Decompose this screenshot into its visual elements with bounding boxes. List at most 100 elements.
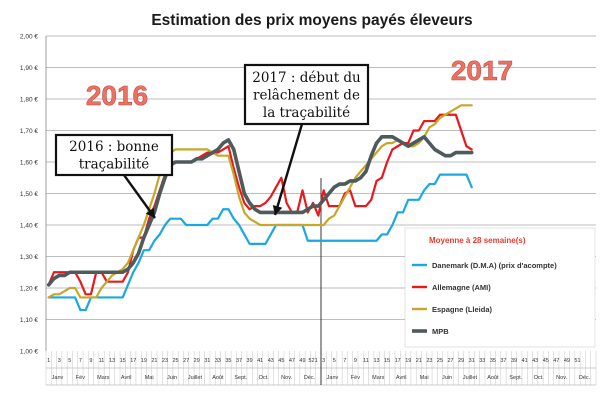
year-label: 2016 bbox=[86, 80, 148, 111]
annotation-text: relâchement de bbox=[253, 87, 360, 103]
annotation-text: traçabilité bbox=[79, 157, 150, 173]
x-week-label: 31 bbox=[469, 358, 475, 364]
x-week-label: 3 bbox=[322, 358, 325, 364]
x-week-label: 35 bbox=[225, 358, 231, 364]
x-week-label: 9 bbox=[354, 358, 357, 364]
x-week-label: 23 bbox=[162, 358, 168, 364]
x-month-label: Janv bbox=[52, 375, 64, 381]
x-week-label: 33 bbox=[479, 358, 485, 364]
y-tick-label: 1,30 € bbox=[20, 254, 38, 261]
x-month-label: Sept. bbox=[509, 375, 522, 381]
x-week-label: 17 bbox=[395, 358, 401, 364]
x-week-label: 29 bbox=[194, 358, 200, 364]
legend-label: Espagne (Lleida) bbox=[432, 305, 493, 314]
annotation: 2016 : bonne traçabilité bbox=[54, 133, 174, 219]
annotation-box bbox=[243, 63, 370, 126]
y-tick-label: 1,40 € bbox=[20, 223, 38, 230]
legend-label: Allemagne (AMI) bbox=[432, 283, 491, 292]
x-week-label: 7 bbox=[343, 358, 346, 364]
x-week-label: 25 bbox=[437, 358, 443, 364]
x-week-label: 49 bbox=[564, 358, 570, 364]
x-month-label: Nov. bbox=[556, 375, 567, 381]
x-week-label: 49 bbox=[299, 358, 305, 364]
y-tick-label: 1,90 € bbox=[20, 65, 38, 72]
x-week-label: 21 bbox=[151, 358, 157, 364]
x-week-label: 5 bbox=[68, 358, 71, 364]
x-week-label: 51 bbox=[574, 358, 580, 364]
x-week-label: 19 bbox=[141, 358, 147, 364]
x-week-label: 23 bbox=[426, 358, 432, 364]
annotation-box bbox=[54, 133, 174, 177]
x-week-label: 33 bbox=[215, 358, 221, 364]
y-tick-label: 1,00 € bbox=[20, 349, 38, 356]
x-month-label: Avril bbox=[396, 375, 407, 381]
x-week-label: 521 bbox=[308, 358, 317, 364]
x-week-label: 35 bbox=[490, 358, 496, 364]
x-month-label: Juin bbox=[167, 375, 177, 381]
y-tick-label: 1,20 € bbox=[20, 286, 38, 293]
legend-label: Danemark (D.M.A) (prix d'acompte) bbox=[432, 261, 557, 270]
x-week-label: 25 bbox=[173, 358, 179, 364]
legend-title: Moyenne à 28 semaine(s) bbox=[429, 236, 526, 245]
x-month-label: Avril bbox=[121, 375, 132, 381]
x-week-label: 17 bbox=[130, 358, 136, 364]
x-week-label: 11 bbox=[99, 358, 105, 364]
x-week-label: 41 bbox=[522, 358, 528, 364]
annotation-arrow bbox=[273, 123, 304, 216]
x-month-label: Août bbox=[487, 375, 499, 381]
legend-box bbox=[404, 227, 596, 348]
annotation-arrowhead bbox=[272, 204, 283, 215]
x-month-label: Août bbox=[212, 375, 224, 381]
x-week-label: 37 bbox=[236, 358, 242, 364]
y-tick-label: 1,80 € bbox=[20, 97, 38, 104]
series-line bbox=[47, 173, 473, 312]
x-week-label: 13 bbox=[373, 358, 379, 364]
x-month-label: Juillet bbox=[188, 375, 203, 381]
x-week-label: 41 bbox=[257, 358, 263, 364]
x-month-label: Fév bbox=[351, 375, 360, 381]
x-week-label: 5 bbox=[333, 358, 336, 364]
x-month-label: Sept. bbox=[234, 375, 247, 381]
x-week-label: 45 bbox=[278, 358, 284, 364]
x-month-label: Oct. bbox=[534, 375, 545, 381]
x-week-label: 27 bbox=[183, 358, 189, 364]
x-month-label: Mars bbox=[97, 375, 109, 381]
x-week-label: 39 bbox=[247, 358, 253, 364]
x-week-label: 7 bbox=[79, 358, 82, 364]
series-line bbox=[46, 135, 474, 287]
x-month-label: Mai bbox=[420, 375, 429, 381]
x-month-label: Fév bbox=[76, 375, 85, 381]
x-month-label: Mai bbox=[145, 375, 154, 381]
x-week-label: 29 bbox=[458, 358, 464, 364]
x-week-label: 3 bbox=[58, 358, 61, 364]
x-week-label: 13 bbox=[109, 358, 115, 364]
x-month-label: Nov. bbox=[281, 375, 292, 381]
x-week-label: 19 bbox=[405, 358, 411, 364]
year-label: 2017 bbox=[451, 55, 513, 86]
x-week-label: 11 bbox=[363, 358, 369, 364]
legend-label: MPB bbox=[432, 327, 449, 336]
x-week-label: 27 bbox=[448, 358, 454, 364]
x-week-label: 43 bbox=[532, 358, 538, 364]
y-tick-label: 1,10 € bbox=[20, 317, 38, 324]
x-week-label: 1 bbox=[47, 358, 50, 364]
y-tick-label: 2,00 € bbox=[20, 34, 38, 41]
x-month-label: Déc. bbox=[579, 375, 591, 381]
x-week-label: 39 bbox=[511, 358, 517, 364]
chart-title: Estimation des prix moyens payés éleveur… bbox=[151, 12, 472, 29]
series-line bbox=[47, 113, 473, 296]
x-week-label: 9 bbox=[89, 358, 92, 364]
x-month-label: Juin bbox=[442, 375, 452, 381]
x-week-label: 43 bbox=[268, 358, 274, 364]
annotation-text: 2017 : début du bbox=[252, 70, 361, 86]
y-tick-label: 1,60 € bbox=[20, 160, 38, 167]
x-week-label: 31 bbox=[204, 358, 210, 364]
x-week-label: 21 bbox=[416, 358, 422, 364]
x-week-label: 15 bbox=[384, 358, 390, 364]
annotation-text: 2016 : bonne bbox=[69, 139, 159, 155]
annotation-arrowhead bbox=[145, 207, 155, 218]
annotation-text: la traçabilité bbox=[263, 105, 350, 121]
